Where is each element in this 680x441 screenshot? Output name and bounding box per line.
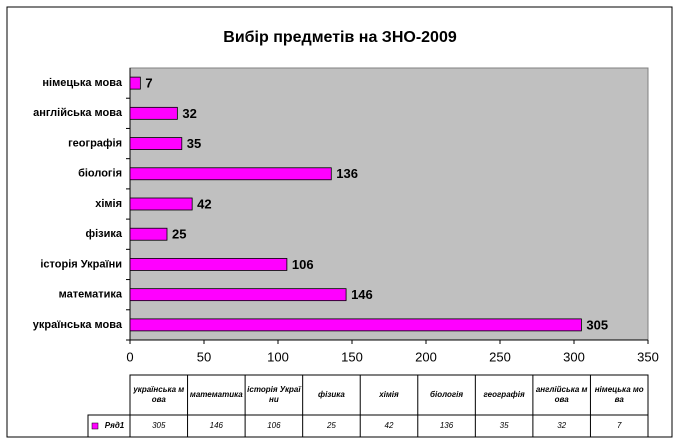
- bar: [129, 318, 582, 332]
- x-tick-label: 250: [489, 349, 511, 364]
- table-header: біологія: [430, 390, 464, 399]
- table-value: 106: [267, 421, 281, 430]
- y-tick-label: математика: [59, 289, 123, 301]
- bar: [129, 227, 168, 241]
- value-label: 305: [586, 317, 608, 332]
- bar: [129, 106, 178, 120]
- value-label: 25: [172, 227, 186, 242]
- legend-key: [91, 422, 99, 430]
- value-label: 35: [187, 136, 201, 151]
- table-value: 32: [557, 421, 567, 430]
- value-label: 146: [351, 287, 373, 302]
- table-header: історія України: [247, 385, 301, 404]
- table-value: 35: [499, 421, 509, 430]
- table-header: українська мова: [133, 385, 185, 404]
- value-label: 32: [182, 106, 196, 121]
- bar: [129, 167, 332, 181]
- bar: [129, 137, 183, 150]
- x-tick-label: 100: [267, 349, 289, 364]
- x-tick-label: 0: [126, 349, 133, 364]
- y-tick-label: історія України: [40, 258, 122, 270]
- y-tick-label: українська мова: [33, 319, 123, 331]
- bar: [129, 288, 347, 302]
- table-value: 305: [152, 421, 166, 430]
- table-value: 146: [209, 421, 223, 430]
- value-label: 106: [292, 257, 314, 272]
- y-tick-label: географія: [68, 137, 122, 149]
- table-header: фізика: [317, 390, 345, 399]
- value-label: 7: [145, 76, 152, 91]
- y-tick-label: англійська мова: [33, 107, 123, 119]
- legend-label: Ряд1: [104, 421, 125, 430]
- y-tick-label: німецька мова: [42, 77, 122, 89]
- x-tick-label: 150: [341, 349, 363, 364]
- chart-title: Вибір предметів на ЗНО-2009: [223, 29, 457, 46]
- x-tick-label: 300: [563, 349, 585, 364]
- table-value: 25: [326, 421, 336, 430]
- table-value: 136: [439, 421, 454, 430]
- bar: [129, 258, 288, 271]
- table-header: німецька мова: [594, 385, 644, 404]
- y-tick-label: біологія: [78, 168, 122, 180]
- bar: [129, 197, 193, 211]
- x-tick-label: 200: [415, 349, 437, 364]
- value-label: 42: [197, 196, 211, 211]
- bar: [129, 76, 141, 90]
- y-tick-label: хімія: [95, 198, 122, 210]
- table-header: математика: [189, 390, 243, 399]
- table-header: англійська мова: [535, 385, 588, 404]
- table-value: 42: [384, 421, 394, 430]
- table-header: хімія: [379, 390, 399, 399]
- table-header: географія: [483, 390, 525, 399]
- x-tick-label: 350: [637, 349, 659, 364]
- table-row-border: [87, 414, 649, 438]
- x-tick-label: 50: [197, 349, 211, 364]
- table-value: 7: [616, 421, 622, 430]
- y-tick-label: фізика: [85, 228, 122, 240]
- value-label: 136: [336, 166, 358, 181]
